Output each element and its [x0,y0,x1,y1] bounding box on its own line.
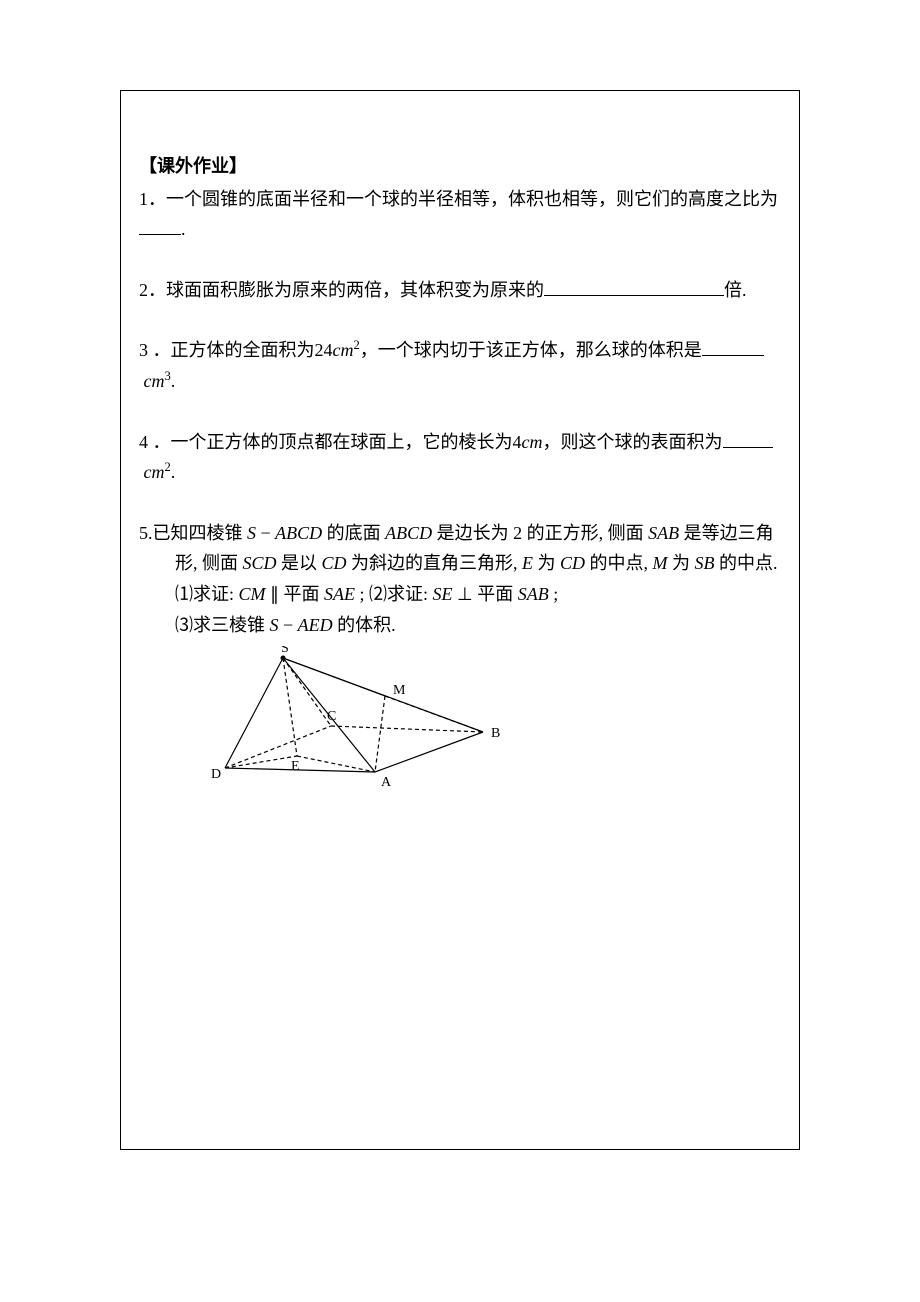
p3-mid: ，一个球内切于该正方体，那么球的体积是 [360,340,702,360]
p3-num: 3 ． [139,340,171,360]
pyramid-diagram: S A B C D E M [209,646,781,806]
p5-dash1: − [256,523,275,543]
p5-line3: ⑴求证: CM ∥ 平面 SAE ; ⑵求证: SE ⊥ 平面 SAB ; [139,579,781,610]
p5-q3end: 的体积. [333,615,396,635]
problem-2: 2．球面面积膨胀为原来的两倍，其体积变为原来的 倍. [139,275,781,306]
p5-line2: 形, 侧面 SCD 是以 CD 为斜边的直角三角形, E 为 CD 的中点, M… [139,548,781,579]
p5-s: S [247,523,256,543]
p5-ta: 已知四棱锥 [153,523,248,543]
p5-abcd2: ABCD [385,523,432,543]
p5-abcd: ABCD [275,523,322,543]
p1-num: 1． [139,189,166,209]
p5-q2sab: SAB [518,584,549,604]
p1-pre: 一个圆锥的底面半径和一个球的半径相等，体积也相等，则它们的高度之比为 [166,189,778,209]
page: 【课外作业】 1．一个圆锥的底面半径和一个球的半径相等，体积也相等，则它们的高度… [0,0,920,1302]
p5-q1sae: SAE [324,584,355,604]
p4-pre: 一个正方体的顶点都在球面上，它的棱长为 [171,432,513,452]
p1-post: . [181,219,186,239]
p5-q2se: SE [433,584,453,604]
p3-pre: 正方体的全面积为 [171,340,315,360]
svg-text:M: M [393,683,406,698]
p5-e: E [522,553,533,573]
p5-q2l: ; ⑵求证: [355,584,433,604]
p5-cd: CD [322,553,347,573]
p5-q3l: ⑶求三棱锥 [175,615,270,635]
p5-td: 是等边三角 [679,523,774,543]
p3-val: 24 [315,340,333,360]
p4-var: cm [522,432,543,452]
p5-q3s: S [270,615,279,635]
p4-post: . [171,462,176,482]
p5-l2h: 的中点. [715,553,778,573]
p1-blank [139,216,181,235]
p5-q2perp: ⊥ 平面 [453,584,518,604]
problem-5: 5.已知四棱锥 S − ABCD 的底面 ABCD 是边长为 2 的正方形, 侧… [139,518,781,640]
p5-tc: 是边长为 2 的正方形, 侧面 [432,523,648,543]
p4-unit-var: cm [144,462,165,482]
p5-tb: 的底面 [322,523,385,543]
p5-l2c: 为斜边的直角三角形, [347,553,523,573]
svg-text:A: A [381,775,392,790]
problem-3: 3 ．正方体的全面积为24cm2，一个球内切于该正方体，那么球的体积是 cm3. [139,335,781,396]
pyramid-svg: S A B C D E M [209,646,509,796]
p2-pre: 球面面积膨胀为原来的两倍，其体积变为原来的 [166,280,544,300]
p5-q3aed: AED [298,615,333,635]
p5-scd: SCD [243,553,277,573]
svg-text:S: S [281,646,289,656]
p5-num: 5. [139,523,153,543]
p3-blank [702,337,764,356]
p3-var: cm [333,340,354,360]
section-title: 【课外作业】 [139,151,781,182]
p2-blank [544,277,724,296]
p5-cd2: CD [560,553,585,573]
p5-l2d: 为 [533,553,560,573]
p4-blank [723,429,773,448]
p5-line4: ⑶求三棱锥 S − AED 的体积. [139,610,781,641]
p5-l2a: 形, 侧面 [175,553,243,573]
p4-val: 4 [513,432,522,452]
p5-l2g: 为 [668,553,695,573]
svg-text:D: D [211,767,221,782]
p5-l2b: 是以 [277,553,322,573]
svg-text:C: C [327,709,336,724]
p3-post: . [171,371,176,391]
p2-post: 倍. [724,280,747,300]
p4-num: 4 ． [139,432,171,452]
p5-q2end: ; [549,584,559,604]
p5-sab: SAB [648,523,679,543]
p5-q1l: ⑴求证: [175,584,239,604]
problem-4: 4 ．一个正方体的顶点都在球面上，它的棱长为4cm，则这个球的表面积为 cm2. [139,427,781,488]
p5-q1par: ∥ 平面 [266,584,325,604]
p3-unit-var: cm [144,371,165,391]
p5-q3dash: − [279,615,298,635]
p5-l2f: 的中点, [585,553,653,573]
p4-mid: ，则这个球的表面积为 [543,432,723,452]
p2-num: 2． [139,280,166,300]
svg-text:B: B [491,726,500,741]
p5-q1cm: CM [239,584,266,604]
p5-m: M [653,553,668,573]
p5-sb: SB [695,553,715,573]
problem-1: 1．一个圆锥的底面半径和一个球的半径相等，体积也相等，则它们的高度之比为 . [139,184,781,245]
content-box: 【课外作业】 1．一个圆锥的底面半径和一个球的半径相等，体积也相等，则它们的高度… [120,90,800,1150]
svg-text:E: E [291,759,300,774]
